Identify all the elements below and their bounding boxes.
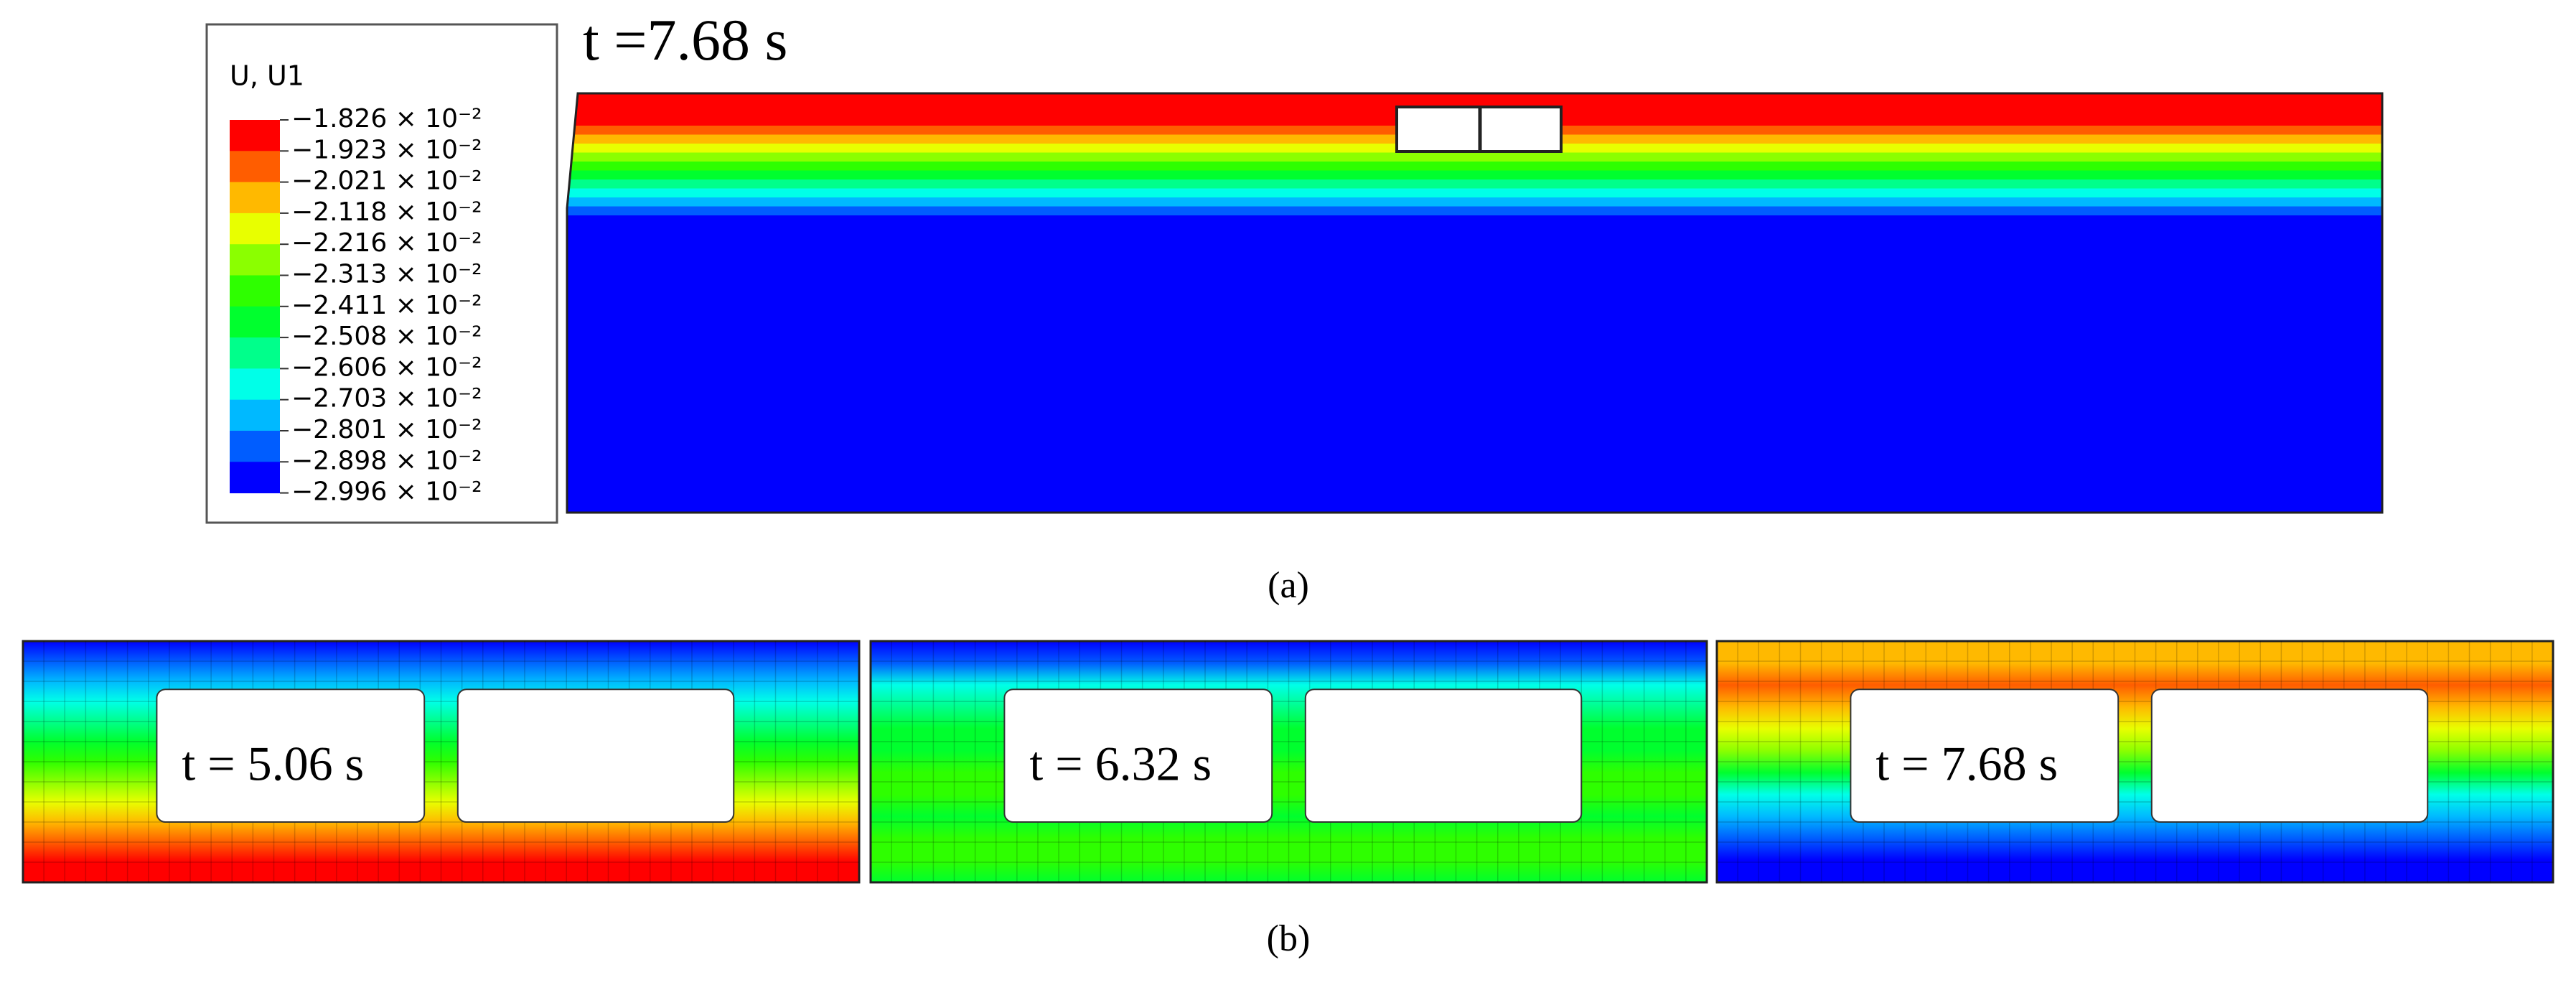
color-swatch [230, 431, 280, 462]
color-swatch [230, 120, 280, 151]
color-swatch [230, 182, 280, 214]
caption: (a) [1268, 565, 1309, 606]
legend-label: −2.898 × 10⁻² [291, 446, 482, 475]
contour-band [567, 215, 2382, 513]
cell-hole [1003, 688, 1273, 823]
legend: −1.826 × 10⁻²−1.923 × 10⁻²−2.021 × 10⁻²−… [230, 104, 482, 507]
color-swatch [230, 368, 280, 401]
legend-label: −2.021 × 10⁻² [291, 167, 482, 196]
contour-plot [567, 93, 2382, 513]
time-label: t = 5.06 s [182, 737, 364, 791]
contour-band [567, 170, 2382, 180]
legend-title: U, U1 [230, 60, 304, 92]
cell-hole [2150, 688, 2429, 823]
legend-label: −2.606 × 10⁻² [291, 353, 482, 382]
color-swatch [230, 337, 280, 369]
cell-hole [456, 688, 735, 823]
time-label: t = 6.32 s [1029, 737, 1212, 791]
legend-label: −2.703 × 10⁻² [291, 384, 482, 414]
legend-label: −1.923 × 10⁻² [291, 135, 482, 164]
color-swatch [230, 399, 280, 431]
contour-band [567, 162, 2382, 172]
time-label: t =7.68 s [583, 7, 787, 73]
legend-label: −1.826 × 10⁻² [291, 104, 482, 134]
legend-label: −2.411 × 10⁻² [291, 291, 482, 320]
panel-row: t = 5.06 s t = 6.32 s t = 7.68 s [22, 640, 2554, 884]
cell-hole [156, 688, 426, 823]
legend-label: −2.996 × 10⁻² [291, 477, 482, 507]
cell-hole [1304, 688, 1583, 823]
color-swatch [230, 213, 280, 245]
contour-band [567, 152, 2382, 162]
cell-hole [1850, 688, 2120, 823]
color-swatch [230, 244, 280, 276]
color-swatch [230, 306, 280, 338]
legend-label: −2.216 × 10⁻² [291, 228, 482, 258]
contour-band [567, 179, 2382, 190]
legend-label: −2.313 × 10⁻² [291, 260, 482, 289]
legend-label: −2.801 × 10⁻² [291, 415, 482, 444]
plot-outline [566, 92, 2384, 514]
legend-label: −2.118 × 10⁻² [291, 197, 482, 227]
color-swatch [230, 462, 280, 494]
contour-band [567, 206, 2382, 216]
time-label: t = 7.68 s [1875, 737, 2058, 791]
color-swatch [230, 275, 280, 307]
contour-band [567, 197, 2382, 207]
caption: (b) [1267, 918, 1311, 959]
legend-label: −2.508 × 10⁻² [291, 322, 482, 351]
color-swatch [230, 151, 280, 183]
contour-band [567, 188, 2382, 198]
